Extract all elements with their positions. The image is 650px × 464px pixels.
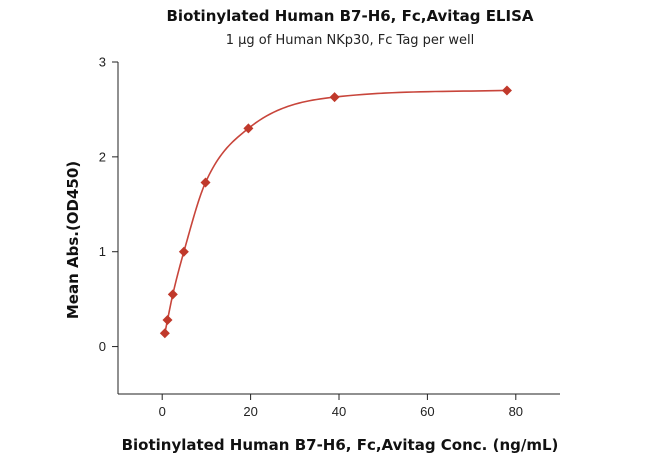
x-tick-label: 20: [243, 404, 257, 419]
y-tick-label: 3: [99, 55, 106, 70]
y-axis-ticks: 0 1 2 3: [99, 55, 118, 354]
fit-curve: [164, 89, 507, 334]
x-tick-label: 40: [332, 404, 346, 419]
y-axis-title: Mean Abs.(OD450): [64, 161, 82, 319]
x-tick-label: 80: [509, 404, 523, 419]
data-points: [159, 85, 512, 339]
y-tick-label: 1: [99, 244, 106, 259]
data-point: [167, 289, 178, 300]
chart-subtitle: 1 µg of Human NKp30, Fc Tag per well: [226, 33, 475, 48]
x-axis-title: Biotinylated Human B7-H6, Fc,Avitag Conc…: [122, 436, 559, 454]
data-point: [329, 92, 340, 103]
chart-title: Biotinylated Human B7-H6, Fc,Avitag ELIS…: [167, 7, 534, 25]
data-point: [243, 123, 254, 134]
y-tick-label: 0: [99, 339, 106, 354]
data-point: [159, 328, 170, 339]
data-point: [501, 85, 512, 96]
x-tick-label: 60: [420, 404, 434, 419]
data-point: [200, 177, 211, 188]
data-point: [178, 246, 189, 257]
x-axis-ticks: 0 20 40 60 80: [159, 394, 523, 419]
data-point: [162, 315, 173, 326]
y-tick-label: 2: [99, 149, 106, 164]
x-tick-label: 0: [159, 404, 166, 419]
